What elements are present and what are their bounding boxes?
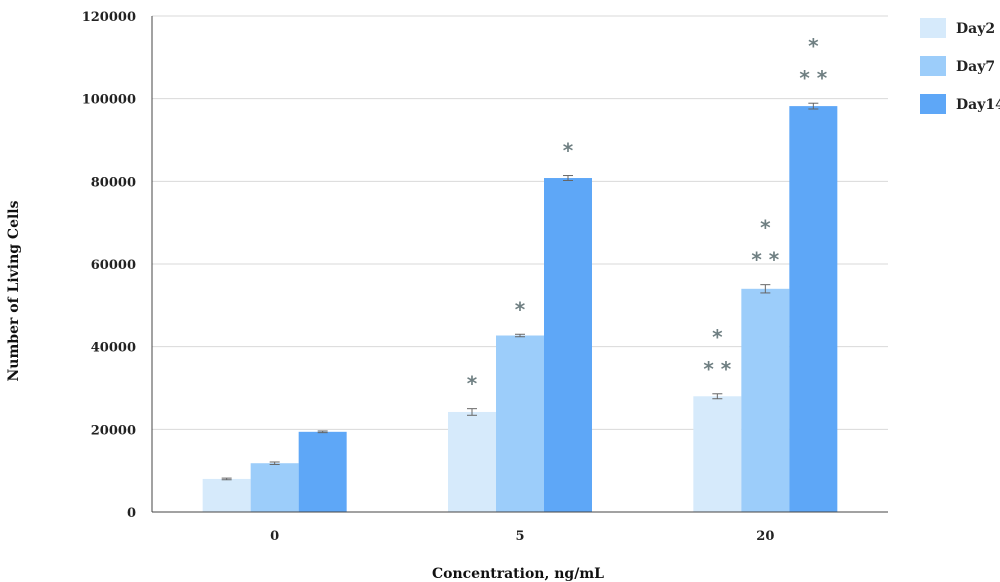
significance-marker: * * (751, 248, 779, 272)
bar-day7-20 (741, 288, 790, 512)
significance-marker: * * (799, 66, 827, 90)
significance-marker: * (712, 325, 723, 349)
legend-swatch-day7 (920, 56, 946, 76)
y-tick-label: 20000 (91, 423, 136, 438)
legend-swatch-day2 (920, 18, 946, 38)
y-tick-label: 120000 (82, 10, 136, 25)
y-tick-label: 80000 (91, 175, 136, 190)
legend-label-day7: Day7 (956, 59, 995, 75)
bar-day7-5 (496, 335, 544, 512)
axes (151, 16, 888, 513)
bar-day7-0 (250, 463, 299, 512)
bar-day2-0 (202, 478, 251, 512)
bar-day14-0 (298, 431, 347, 512)
significance-marker: * (467, 372, 478, 396)
bars (202, 106, 838, 513)
legend-label-day14: Day14 (956, 97, 1000, 113)
bar-day2-20 (693, 396, 742, 512)
legend: Day2 Day7 Day14 (920, 18, 1000, 114)
bar-day14-20 (789, 106, 838, 513)
significance-marker: * * (703, 357, 731, 381)
x-tick-label: 5 (515, 529, 524, 544)
legend-swatch-day14 (920, 94, 946, 114)
significance-marker: * (808, 34, 819, 58)
bar-day14-5 (544, 178, 592, 512)
x-tick-label: 20 (756, 529, 774, 544)
significance-marker: * (563, 139, 574, 163)
x-tick-label: 0 (270, 529, 279, 544)
y-tick-label: 100000 (82, 93, 136, 108)
error-bars (221, 102, 819, 481)
y-tick-label: 0 (127, 506, 136, 521)
y-tick-labels: 0 20000 40000 60000 80000 100000 120000 (82, 10, 136, 521)
bar-day2-5 (448, 411, 496, 512)
legend-label-day2: Day2 (956, 21, 995, 37)
x-tick-labels: 0 5 20 (270, 529, 774, 544)
x-axis-title: Concentration, ng/mL (432, 566, 604, 582)
y-axis-title: Number of Living Cells (6, 200, 22, 381)
significance-marker: * (515, 297, 526, 321)
y-tick-label: 40000 (91, 341, 136, 356)
significance-marker: * (760, 216, 771, 240)
significance-markers: * * * * * * * * * * * * (467, 34, 828, 395)
y-tick-label: 60000 (91, 258, 136, 273)
